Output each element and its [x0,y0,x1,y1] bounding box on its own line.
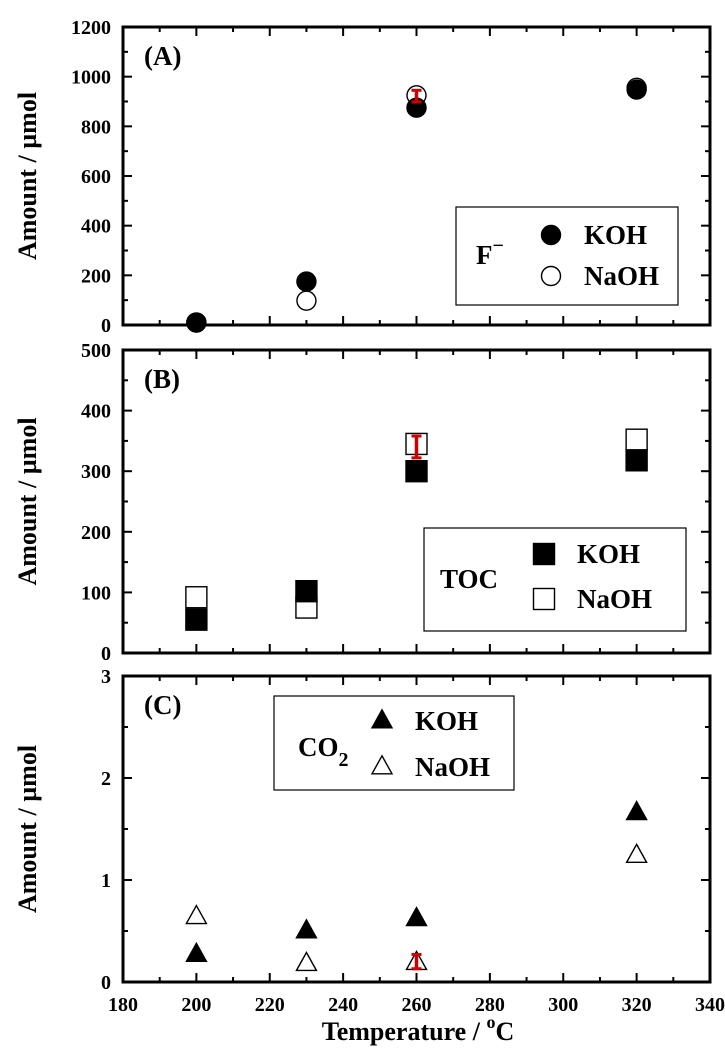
legend-box [455,206,679,306]
koh-data-point [405,906,428,927]
legend-naoh-marker [540,265,562,287]
naoh-data-point [296,290,317,311]
error-bar [411,88,422,104]
x-tick-label: 300 [548,994,578,1016]
error-bar [411,434,422,460]
koh-data-point [296,271,317,292]
koh-data-point [185,941,208,962]
y-tick-label: 3 [101,666,111,688]
naoh-data-point [625,428,648,451]
panel-c: 0 1 2 3 180 200 220 240 260 280 300 320 340 Amount / … [13,666,725,1016]
x-tick-label: 280 [475,994,505,1016]
legend-naoh-label: NaOH [584,261,659,291]
x-tick-label: 340 [695,994,725,1016]
y-tick-label: 800 [81,116,111,138]
y-tick-label: 1 [101,870,111,892]
legend-naoh-label: NaOH [577,584,652,614]
y-tick-label: 300 [81,461,111,483]
legend-koh-marker [370,708,394,729]
y-axis-title: Amount / µmol [13,417,42,585]
y-tick-label: 200 [81,522,111,544]
y-tick-label: 0 [101,315,111,337]
y-axis-title: Amount / µmol [13,745,42,913]
y-tick-label: 400 [81,216,111,238]
x-tick-label: 180 [108,994,138,1016]
y-tick-label: 200 [81,265,111,287]
x-axis-title-superscript: o [486,1012,495,1032]
panel-label: (A) [144,41,181,71]
naoh-data-point [295,951,318,972]
y-tick-label: 100 [81,582,111,604]
naoh-data-point [625,842,648,864]
legend-koh-label: KOH [415,706,478,736]
naoh-data-point [185,586,208,609]
x-tick-label: 240 [328,994,358,1016]
koh-data-point [625,800,648,821]
y-tick-label: 0 [101,643,111,665]
x-tick-label: 220 [255,994,285,1016]
koh-data-point [295,579,318,603]
koh-data-point [295,918,318,939]
legend-box [273,695,515,791]
koh-data-point [626,79,647,100]
y-tick-label: 600 [81,166,111,188]
x-tick-label: 200 [181,994,211,1016]
legend-koh-label: KOH [584,220,647,250]
y-tick-label: 1200 [71,17,111,39]
y-tick-label: 1000 [71,67,111,89]
panel-b: 0 100 200 300 400 500 Amount / µmol (B) TOC KOH Na… [13,340,712,665]
y-tick-label: 500 [81,340,111,362]
legend-naoh-label: NaOH [415,752,490,782]
legend-title-superscript: − [493,235,504,257]
legend-naoh-marker [532,587,556,611]
y-tick-label: 2 [101,768,111,790]
y-axis-title: Amount / µmol [13,92,42,260]
legend-title-subscript: 2 [339,749,349,771]
naoh-data-point [185,904,208,925]
legend: TOC KOH NaOH [423,527,687,632]
x-axis-title: Temperature / oC [322,1012,514,1046]
koh-data-point [185,608,208,631]
legend-title: TOC [440,564,498,594]
legend-koh-marker [540,224,562,246]
legend-koh-marker [532,542,556,566]
panel-label: (C) [144,690,181,720]
koh-data-point [405,460,428,483]
x-tick-label: 320 [622,994,652,1016]
x-axis-title-unit: C [495,1017,514,1046]
x-tick-label: 260 [402,994,432,1016]
koh-data-point [625,449,648,472]
y-tick-label: 400 [81,401,111,423]
y-tick-label: 0 [101,972,111,994]
error-bar [411,952,422,971]
koh-data-point [186,312,207,333]
panel-label: (B) [144,364,180,394]
legend-naoh-marker [370,754,394,775]
legend-koh-label: KOH [577,539,640,569]
